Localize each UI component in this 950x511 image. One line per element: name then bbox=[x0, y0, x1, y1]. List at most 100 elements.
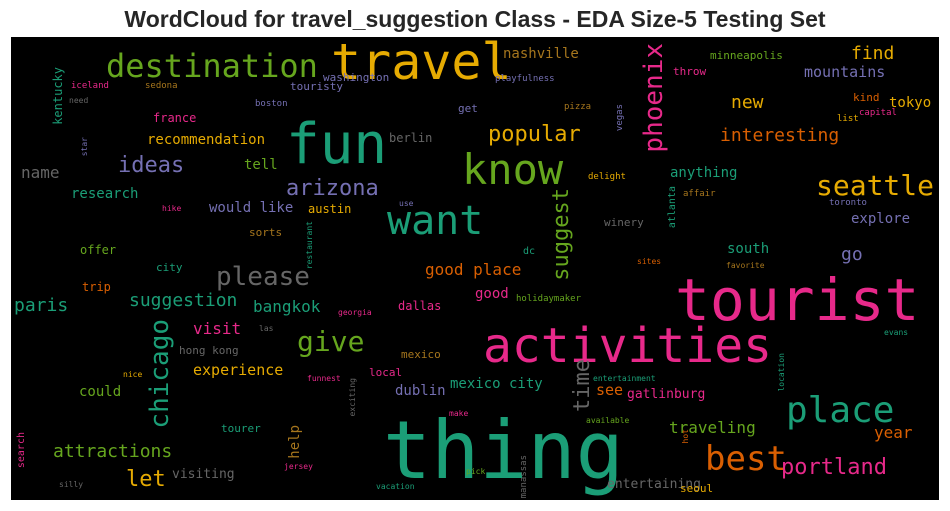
word-sedona: sedona bbox=[145, 81, 178, 91]
word-atlanta: atlanta bbox=[667, 186, 678, 229]
word-time: time bbox=[570, 359, 595, 412]
word-mexico: mexico bbox=[401, 348, 441, 361]
word-georgia: georgia bbox=[338, 308, 372, 317]
word-good-place: good place bbox=[425, 260, 522, 279]
word-please: please bbox=[216, 262, 310, 292]
word-list: list bbox=[837, 114, 859, 124]
word-throw: throw bbox=[673, 65, 707, 78]
word-activities: activities bbox=[483, 318, 772, 374]
word-dublin: dublin bbox=[395, 383, 446, 399]
word-las: las bbox=[259, 324, 274, 333]
word-visit: visit bbox=[193, 319, 242, 338]
word-need: need bbox=[69, 96, 89, 105]
word-offer: offer bbox=[80, 243, 117, 257]
word-berlin: berlin bbox=[389, 131, 433, 145]
word-touristy: touristy bbox=[290, 80, 343, 93]
word-phoenix: phoenix bbox=[639, 43, 669, 153]
word-hot: hot bbox=[681, 429, 690, 444]
word-delight: delight bbox=[588, 172, 626, 182]
word-could: could bbox=[79, 384, 122, 400]
word-available: available bbox=[586, 416, 630, 425]
word-interesting: interesting bbox=[720, 125, 840, 146]
word-tourer: tourer bbox=[221, 422, 261, 435]
word-place: place bbox=[786, 390, 895, 431]
word-bangkok: bangkok bbox=[253, 297, 321, 316]
word-entertainment: entertainment bbox=[593, 374, 656, 383]
word-research: research bbox=[71, 186, 139, 202]
word-playfulness: playfulness bbox=[495, 74, 555, 84]
word-popular: popular bbox=[488, 122, 581, 147]
word-fun: fun bbox=[286, 112, 388, 177]
word-good: good bbox=[475, 286, 509, 302]
word-evans: evans bbox=[884, 328, 909, 337]
word-vegas: vegas bbox=[615, 104, 625, 132]
word-get: get bbox=[458, 102, 478, 115]
word-give: give bbox=[297, 325, 365, 358]
word-jersey: jersey bbox=[284, 462, 313, 471]
word-winery: winery bbox=[604, 216, 644, 229]
word-washington: washington bbox=[323, 71, 390, 84]
word-go: go bbox=[841, 244, 863, 265]
word-austin: austin bbox=[308, 202, 352, 216]
word-pizza: pizza bbox=[564, 102, 592, 112]
word-entertaining: entertaining bbox=[607, 477, 701, 492]
word-tokyo: tokyo bbox=[889, 95, 932, 111]
word-seoul: seoul bbox=[680, 482, 714, 495]
word-tourist: tourist bbox=[675, 266, 920, 334]
word-help: help bbox=[287, 425, 303, 459]
word-sites: sites bbox=[637, 257, 662, 266]
word-search: search bbox=[16, 432, 27, 469]
word-chicago: chicago bbox=[145, 319, 175, 429]
word-thing: thing bbox=[383, 404, 624, 497]
word-name: name bbox=[21, 163, 60, 182]
word-dallas: dallas bbox=[398, 299, 442, 313]
word-capital: capital bbox=[859, 108, 897, 118]
word-trip: trip bbox=[82, 280, 111, 294]
word-gatlinburg: gatlinburg bbox=[627, 387, 706, 402]
word-nice: nice bbox=[123, 370, 143, 379]
word-boston: boston bbox=[255, 99, 288, 109]
word-ideas: ideas bbox=[118, 153, 185, 178]
word-know: know bbox=[462, 145, 564, 194]
word-south: south bbox=[727, 241, 770, 257]
word-pick: pick bbox=[466, 467, 486, 476]
word-mountains: mountains bbox=[804, 63, 886, 81]
word-affair: affair bbox=[683, 189, 716, 199]
word-silly: silly bbox=[59, 480, 84, 489]
word-destination: destination bbox=[106, 47, 318, 85]
word-sorts: sorts bbox=[249, 226, 283, 239]
word-restaurant: restaurant bbox=[305, 221, 314, 270]
word-star: star bbox=[80, 137, 89, 157]
word-favorite: favorite bbox=[726, 261, 765, 270]
word-explore: explore bbox=[851, 211, 911, 227]
word-hong-kong: hong kong bbox=[179, 344, 239, 357]
word-paris: paris bbox=[14, 295, 69, 316]
word-new: new bbox=[731, 92, 764, 113]
word-find: find bbox=[851, 43, 895, 64]
word-nashville: nashville bbox=[503, 46, 579, 62]
word-tell: tell bbox=[244, 157, 278, 173]
word-france: france bbox=[153, 111, 197, 125]
word-seattle: seattle bbox=[816, 169, 935, 202]
word-travel: travel bbox=[331, 37, 512, 91]
word-exciting: exciting bbox=[348, 378, 357, 417]
word-city: city bbox=[156, 261, 183, 274]
word-experience: experience bbox=[193, 361, 284, 379]
word-recommendation: recommendation bbox=[147, 132, 266, 148]
word-suggest: suggest bbox=[549, 188, 574, 281]
word-minneapolis: minneapolis bbox=[710, 49, 783, 62]
word-make: make bbox=[449, 409, 469, 418]
word-arizona: arizona bbox=[286, 176, 379, 201]
word-hike: hike bbox=[162, 204, 182, 213]
word-portland: portland bbox=[781, 455, 887, 480]
word-mexico-city: mexico city bbox=[450, 376, 543, 392]
chart-title: WordCloud for travel_suggestion Class - … bbox=[124, 6, 826, 32]
word-want: want bbox=[387, 198, 484, 244]
word-kind: kind bbox=[853, 91, 880, 104]
word-traveling: traveling bbox=[669, 418, 756, 437]
word-suggestion: suggestion bbox=[129, 290, 238, 311]
word-toronto: toronto bbox=[829, 198, 867, 208]
word-visiting: visiting bbox=[172, 467, 235, 482]
word-iceland: iceland bbox=[71, 81, 109, 91]
word-would-like: would like bbox=[209, 200, 294, 216]
